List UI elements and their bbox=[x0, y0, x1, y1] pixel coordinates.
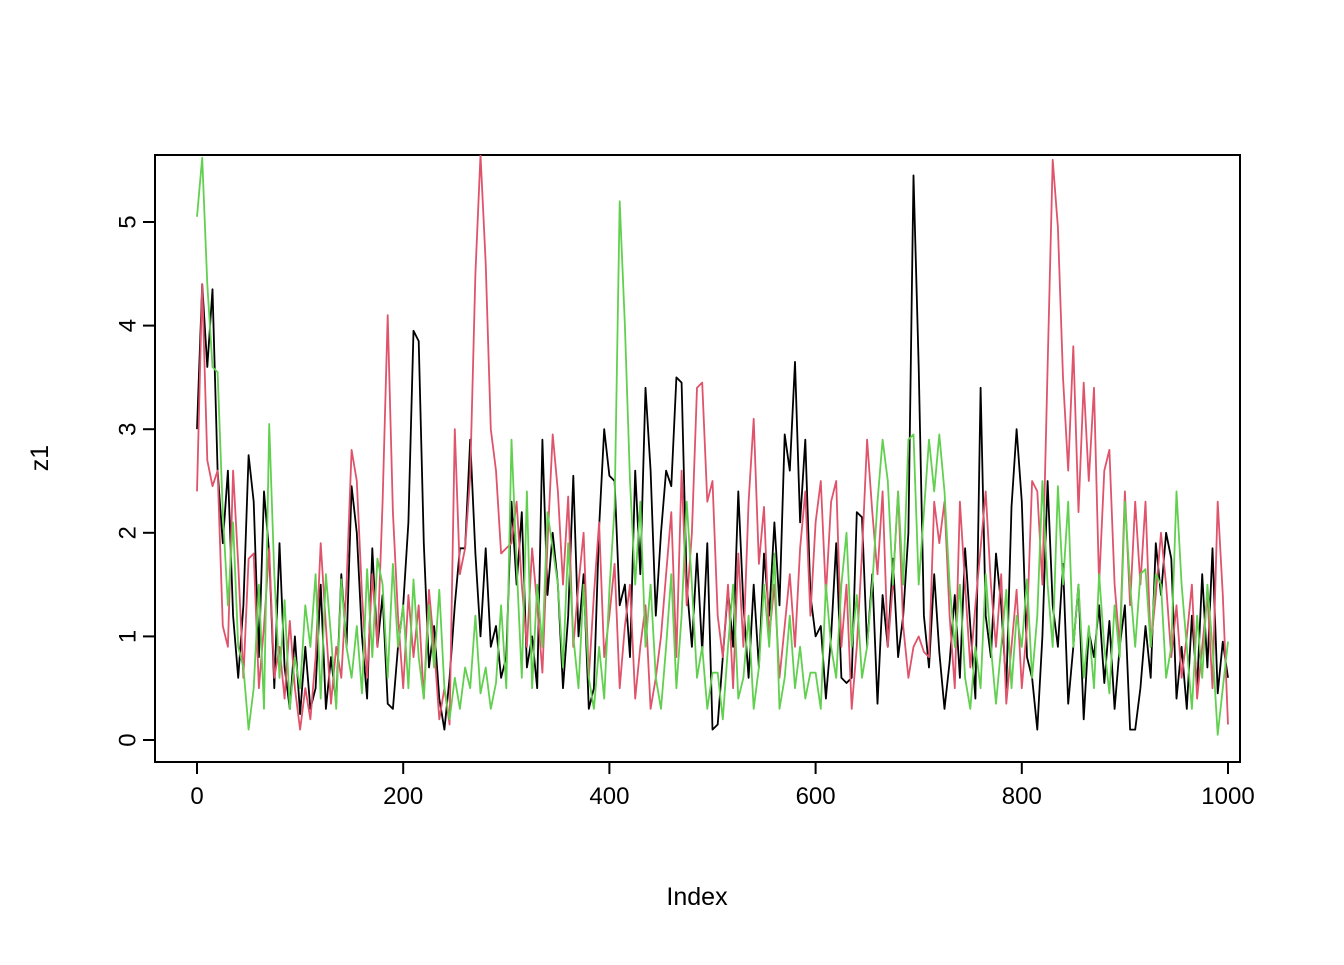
x-tick-label: 200 bbox=[383, 783, 423, 810]
y-tick-label: 2 bbox=[114, 526, 141, 539]
y-tick-label: 1 bbox=[114, 630, 141, 643]
x-tick-label: 0 bbox=[190, 783, 203, 810]
y-tick-label: 3 bbox=[114, 423, 141, 436]
plot-box bbox=[154, 154, 1241, 763]
y-axis: 0 1 2 3 4 5 bbox=[114, 215, 155, 747]
x-axis-title: Index bbox=[666, 883, 728, 911]
x-axis: 0 200 400 600 800 1000 bbox=[190, 762, 1255, 810]
green-series-line bbox=[196, 156, 1229, 736]
x-tick-label: 800 bbox=[1002, 783, 1042, 810]
y-axis-title: z1 bbox=[26, 445, 54, 471]
y-tick-label: 5 bbox=[114, 215, 141, 228]
x-tick-label: 400 bbox=[589, 783, 629, 810]
series-lines bbox=[196, 155, 1229, 736]
y-tick-label: 0 bbox=[114, 733, 141, 746]
x-tick-label: 1000 bbox=[1201, 783, 1254, 810]
red-series-line bbox=[196, 155, 1229, 731]
y-tick-label: 4 bbox=[114, 319, 141, 332]
x-tick-label: 600 bbox=[796, 783, 836, 810]
